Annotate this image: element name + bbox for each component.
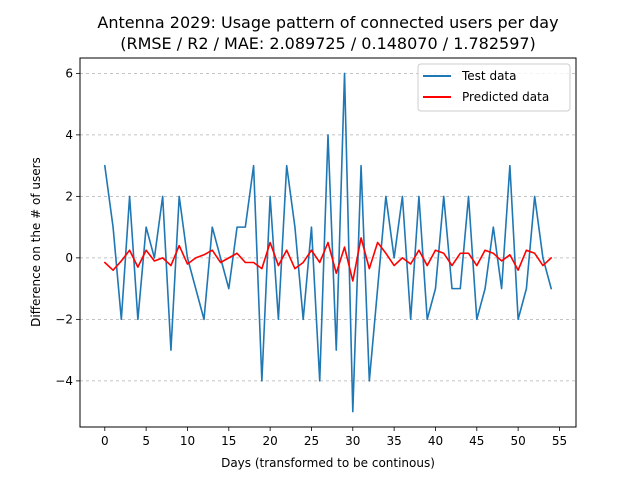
x-axis-ticks: 0 5 10 15 20 25 30 35 40 45 50 55 (101, 427, 567, 448)
y-tick-label: 2 (65, 189, 73, 203)
chart-title: Antenna 2029: Usage pattern of connected… (97, 13, 558, 32)
x-tick-label: 0 (101, 434, 109, 448)
y-axis-ticks: −4 −2 0 2 4 6 (55, 66, 80, 388)
x-tick-label: 25 (304, 434, 319, 448)
y-tick-label: 0 (65, 251, 73, 265)
x-tick-label: 45 (469, 434, 484, 448)
series-lines (104, 72, 553, 413)
legend-predicted-data-label: Predicted data (462, 90, 549, 104)
x-tick-label: 35 (386, 434, 401, 448)
legend-box (417, 63, 571, 112)
y-tick-label: 4 (65, 128, 73, 142)
x-tick-label: 55 (552, 434, 567, 448)
x-tick-label: 30 (345, 434, 360, 448)
x-tick-label: 40 (428, 434, 443, 448)
y-tick-label: −4 (55, 374, 73, 388)
x-tick-label: 15 (221, 434, 236, 448)
legend: Test data Predicted data (417, 63, 571, 112)
x-tick-label: 10 (180, 434, 195, 448)
x-tick-label: 50 (510, 434, 525, 448)
plot-area-frame (79, 57, 577, 428)
y-tick-label: 6 (65, 66, 73, 80)
predicted-data-line (104, 237, 553, 282)
test-data-line (104, 72, 553, 413)
x-tick-label: 5 (142, 434, 150, 448)
y-axis-label: Difference on the # of users (29, 157, 43, 327)
y-tick-label: −2 (55, 312, 73, 326)
x-tick-label: 20 (262, 434, 277, 448)
x-axis-label: Days (transformed to be continous) (221, 456, 435, 470)
chart-subtitle: (RMSE / R2 / MAE: 2.089725 / 0.148070 / … (120, 34, 536, 53)
legend-test-data-label: Test data (461, 69, 516, 83)
